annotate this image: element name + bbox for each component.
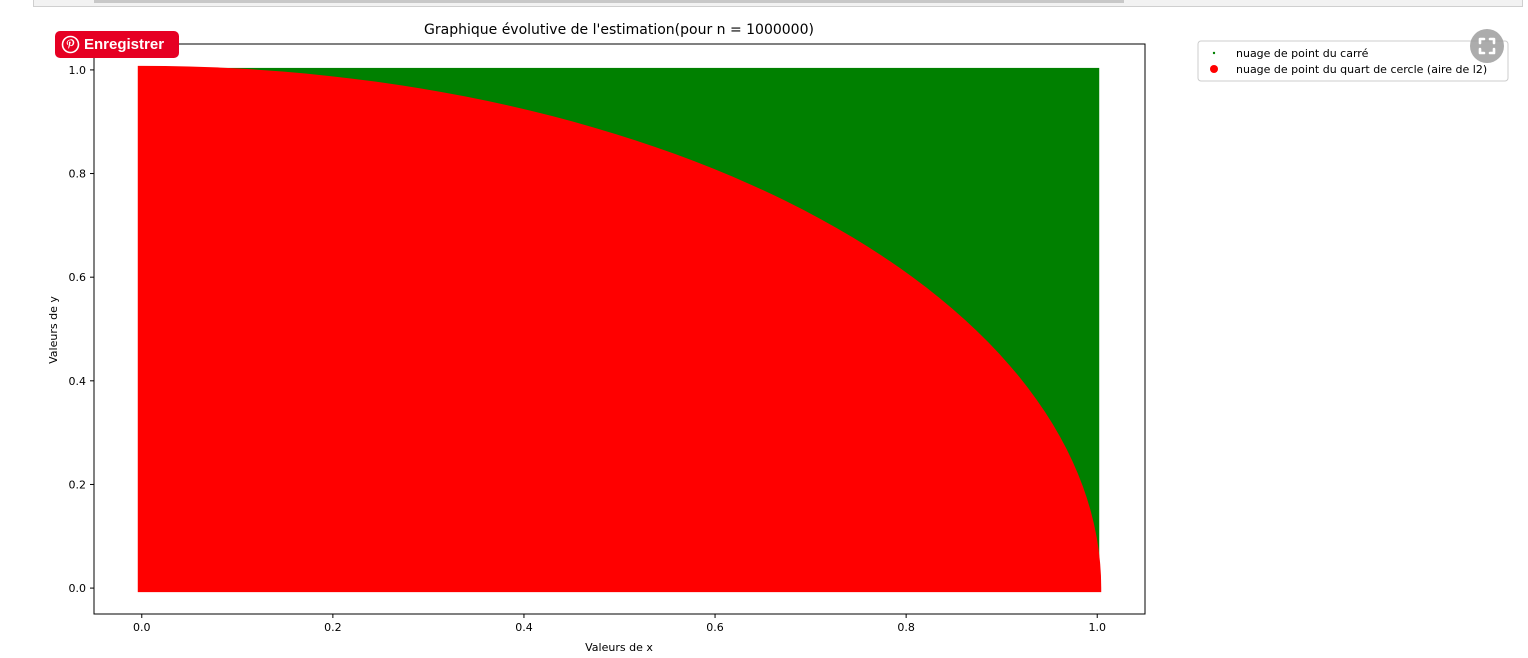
x-tick-label: 1.0 — [1088, 621, 1106, 634]
x-tick-label: 0.0 — [133, 621, 151, 634]
legend-marker-square — [1212, 51, 1216, 55]
scrollbar-thumb[interactable] — [94, 0, 1124, 3]
y-tick-label: 0.8 — [69, 168, 87, 181]
expand-icon — [1470, 29, 1504, 63]
axes-frame — [93, 43, 1146, 615]
legend-box — [1197, 40, 1509, 82]
y-tick-label: 0.2 — [69, 478, 87, 491]
chart-title: Graphique évolutive de l'estimation(pour… — [424, 22, 814, 38]
axes: 0.0 0.2 0.4 0.6 0.8 1.0 0.0 0.2 0.4 0.6 0.8 1.0 — [69, 43, 1146, 634]
x-tick-label: 0.2 — [324, 621, 342, 634]
y-tick-label: 1.0 — [69, 64, 87, 77]
legend-label: nuage de point du carré — [1236, 47, 1369, 60]
x-axis-label: Valeurs de x — [585, 641, 653, 654]
y-axis-label: Valeurs de y — [47, 296, 60, 364]
horizontal-scrollbar[interactable] — [33, 0, 1523, 7]
legend-label: nuage de point du quart de cercle (aire … — [1236, 63, 1487, 76]
y-tick-label: 0.4 — [69, 375, 87, 388]
expand-button[interactable] — [1469, 28, 1505, 64]
y-tick-label: 0.0 — [69, 582, 87, 595]
y-tick-label: 0.6 — [69, 271, 87, 284]
quarter-circle-point-cloud — [137, 65, 1102, 593]
save-button-label: Enregistrer — [84, 36, 165, 53]
x-tick-label: 0.8 — [897, 621, 915, 634]
plot-area — [137, 65, 1102, 593]
save-button[interactable]: Enregistrer — [55, 31, 179, 58]
legend-marker-circle — [1210, 65, 1218, 73]
pinterest-icon — [61, 35, 80, 54]
x-tick-label: 0.4 — [515, 621, 533, 634]
x-tick-label: 0.6 — [706, 621, 724, 634]
legend: nuage de point du carré nuage de point du… — [1197, 40, 1509, 82]
